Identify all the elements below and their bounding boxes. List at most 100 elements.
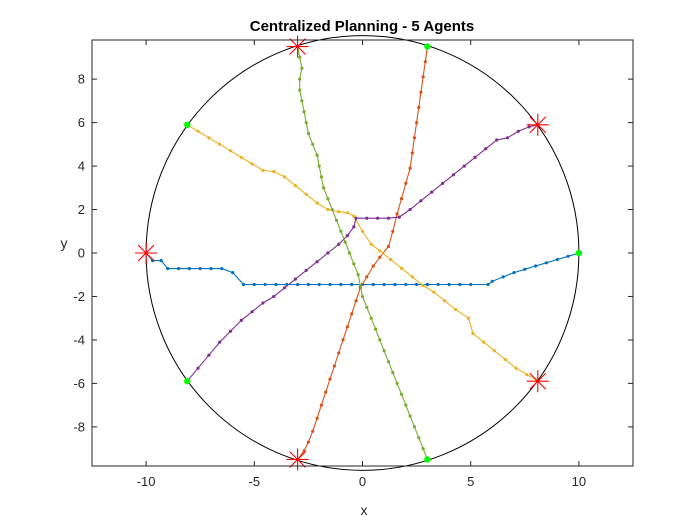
agent-path-point [328,282,332,287]
agent-path-point [337,351,341,355]
agent-path-point [207,353,211,357]
agent-path-point [177,267,181,271]
agent-path-point [354,216,358,220]
agent-path-point [404,403,408,407]
agent-path-point [283,175,287,179]
agent-path-point [198,267,202,271]
agent-path-point [555,257,559,262]
start-marker-3 [184,121,191,128]
agent-path-point [196,129,200,133]
goal-marker-stroke [529,116,547,134]
agent-path-point [399,197,404,201]
agent-path-point [272,294,276,299]
agent-path-point [378,255,382,259]
agent-path-point [527,125,531,129]
agent-path-point [343,240,347,244]
y-tick-label: 2 [78,202,85,217]
agent-path-3 [185,123,540,383]
agent-path-point [304,268,308,272]
agent-path-point [466,316,471,320]
agent-path-point [393,282,397,287]
agent-path-point [330,207,334,212]
agent-path-point [512,271,516,275]
agent-path-point [283,286,287,290]
goal-marker-2 [286,448,309,471]
chart-title: Centralized Planning - 5 Agents [250,18,474,35]
x-tick-label: 10 [572,474,586,489]
agent-path-point [534,264,538,268]
agent-path-point [326,207,330,212]
agent-path-point [339,282,343,287]
agent-path-point [404,282,408,287]
agent-path-point [261,168,265,172]
agent-path-point [326,197,330,201]
agent-path-point [514,366,518,370]
agent-path-point [492,349,497,353]
agent-path-point [473,155,477,159]
agent-path-point [304,192,308,196]
goal-marker-stroke [289,451,306,468]
agent-path-point [228,329,233,333]
agent-path-point [371,264,375,268]
agent-path-point [425,282,429,287]
agent-path-point [523,267,527,271]
agent-path-point [397,215,401,219]
agent-path-point [306,282,310,287]
agent-path-point [386,244,391,249]
agent-path-point [421,447,425,451]
agent-path-point [421,75,425,79]
agent-path-point [505,136,510,140]
start-marker-1 [575,249,583,257]
x-tick-label: 0 [359,474,366,489]
agent-path-2 [296,44,429,462]
start-marker-2 [424,43,431,50]
agent-path-5 [296,44,429,462]
agent-path-point [239,318,243,322]
agent-path-point [239,155,243,159]
agent-path-point [410,275,414,279]
agent-path-point [415,121,419,125]
agent-path-point [458,282,462,287]
agent-path-point [376,216,380,220]
agent-path-point [356,273,360,277]
agent-path-point [231,271,235,275]
agent-path-point [408,414,412,418]
agent-path-point [300,66,304,70]
agent-path-point [417,105,421,109]
agent-path-point [501,275,505,279]
agent-path-point [298,55,302,60]
goal-marker-stroke [529,372,547,390]
goal-marker-5 [286,35,309,58]
goal-marker-stroke [289,38,306,55]
agent-path-point [334,218,339,222]
agent-path-point [311,429,315,433]
agent-path-point [345,211,349,215]
agent-path-point [408,207,412,212]
agent-path-point [350,282,354,287]
agent-path-point [486,282,490,287]
agent-path-point [220,267,224,271]
agent-path-point [382,282,386,287]
series-layer [144,44,581,462]
agent-path-point [293,277,297,281]
agent-path-point [261,301,265,305]
agent-path-point [399,266,404,270]
agent-path-point [315,416,319,420]
agent-path-point [417,436,421,440]
agent-path-point [378,338,382,342]
agent-path-point [369,242,373,246]
agent-path-point [328,377,332,381]
start-marker-5 [424,456,431,463]
y-tick-label: 8 [78,72,85,87]
agent-path-point [341,338,345,342]
agent-path-point [319,175,323,179]
agent-path-point [300,99,304,103]
agent-path-point [389,257,393,262]
agent-path-point [503,357,507,362]
agent-path-point [399,392,404,396]
agent-path-point [209,267,213,271]
agent-path-point [317,164,321,168]
goal-marker-stroke [137,244,155,262]
agent-path-point [495,138,499,142]
